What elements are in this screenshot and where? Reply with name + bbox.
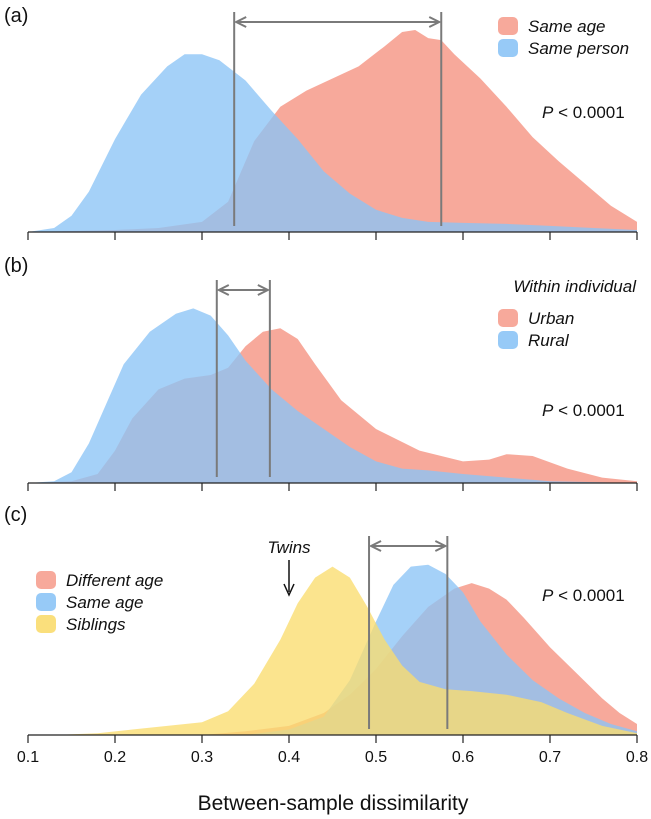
panel-label: (b) — [4, 255, 28, 277]
p-value: P < 0.0001 — [542, 103, 625, 122]
density-area-same-age — [28, 30, 637, 232]
legend-swatch — [498, 309, 518, 327]
panel-label: (a) — [4, 5, 28, 27]
twins-arrowhead — [283, 583, 295, 597]
p-value: P < 0.0001 — [542, 401, 625, 420]
legend-label: Same age — [528, 17, 606, 36]
x-tick-label: 0.7 — [539, 749, 561, 766]
x-tick-label: 0.3 — [191, 749, 213, 766]
x-tick-label: 0.6 — [452, 749, 474, 766]
p-value: P < 0.0001 — [542, 586, 625, 605]
panel-a: (a) Same age Same person P < 0.0001 — [4, 5, 638, 240]
legend-swatch — [36, 615, 56, 633]
density-area-siblings — [54, 566, 638, 735]
legend-label: Siblings — [66, 615, 126, 634]
legend-swatch — [498, 17, 518, 35]
x-tick-label: 0.8 — [626, 749, 648, 766]
legend-swatch — [498, 39, 518, 57]
twins-annotation: Twins — [267, 538, 311, 557]
x-tick-label: 0.2 — [104, 749, 126, 766]
x-tick-label: 0.1 — [17, 749, 39, 766]
legend-label: Same person — [528, 39, 629, 58]
legend-swatch — [36, 571, 56, 589]
legend-label: Same age — [66, 593, 144, 612]
bracket-arrowhead-right — [428, 16, 442, 28]
x-axis-label: Between-sample dissimilarity — [198, 792, 469, 815]
panel-label: (c) — [4, 504, 27, 526]
panels: (a) Same age Same person P < 0.0001 (b) Withi… — [4, 5, 648, 766]
legend-label: Rural — [528, 331, 570, 350]
density-area-same-person — [28, 54, 637, 233]
x-tick-label: 0.4 — [278, 749, 300, 766]
panel-b: (b) Within individual Urban Rural P < 0.0001 — [4, 255, 638, 491]
legend-swatch — [36, 593, 56, 611]
bracket-arrowhead-left — [216, 284, 230, 296]
bracket-arrowhead-left — [233, 16, 247, 28]
legend-title: Within individual — [513, 277, 637, 296]
panel-c: 0.1 0.2 0.3 0.4 0.5 0.6 0.7 0.8 (c) Different age… — [4, 504, 648, 766]
legend-swatch — [498, 331, 518, 349]
x-tick-label: 0.5 — [365, 749, 387, 766]
density-area-rural — [28, 308, 637, 483]
legend-label: Urban — [528, 309, 574, 328]
bracket-arrowhead-left — [368, 540, 382, 552]
bracket-arrowhead-right — [257, 284, 271, 296]
legend-label: Different age — [66, 571, 163, 590]
bracket-arrowhead-right — [434, 540, 448, 552]
